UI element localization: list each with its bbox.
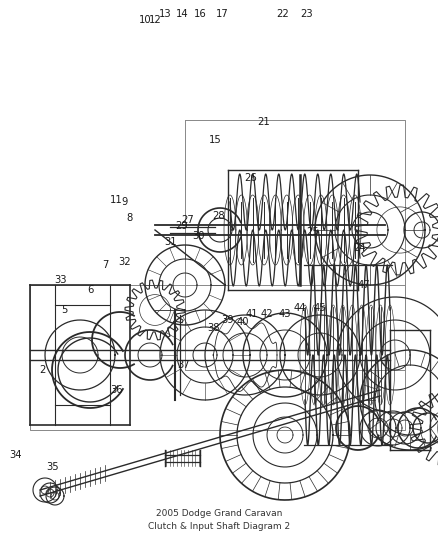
Text: 7: 7 (102, 260, 108, 270)
Text: 16: 16 (193, 9, 206, 19)
Text: 22: 22 (276, 9, 289, 19)
Text: 47: 47 (357, 280, 370, 290)
Text: 44: 44 (293, 303, 306, 313)
Text: 24: 24 (353, 243, 365, 253)
Text: 34: 34 (10, 450, 22, 460)
Text: 38: 38 (207, 323, 220, 333)
Text: 13: 13 (158, 9, 171, 19)
Text: 12: 12 (148, 15, 161, 25)
Text: 29: 29 (175, 221, 188, 231)
Text: 6: 6 (87, 285, 93, 295)
Text: 30: 30 (192, 231, 205, 241)
Text: 23: 23 (300, 9, 313, 19)
Text: 14: 14 (175, 9, 188, 19)
Text: 43: 43 (278, 309, 290, 319)
Text: 5: 5 (61, 305, 67, 315)
Text: 28: 28 (212, 211, 225, 221)
Text: 26: 26 (244, 173, 257, 183)
Text: 33: 33 (55, 275, 67, 285)
Text: 45: 45 (313, 303, 325, 313)
Text: 37: 37 (177, 360, 190, 370)
Text: 2005 Dodge Grand Caravan
Clutch & Input Shaft Diagram 2: 2005 Dodge Grand Caravan Clutch & Input … (148, 509, 290, 531)
Text: 32: 32 (118, 257, 131, 267)
Text: 39: 39 (221, 315, 234, 325)
Text: 36: 36 (110, 385, 123, 395)
Text: 9: 9 (121, 197, 128, 207)
Text: 27: 27 (181, 215, 194, 225)
Text: 11: 11 (110, 195, 122, 205)
Text: 17: 17 (215, 9, 228, 19)
Text: 35: 35 (46, 462, 59, 472)
Text: 31: 31 (164, 237, 177, 247)
Text: 40: 40 (236, 317, 249, 327)
Text: 25: 25 (306, 227, 319, 237)
Text: 42: 42 (260, 309, 273, 319)
Text: 8: 8 (127, 213, 133, 223)
Text: 15: 15 (208, 135, 221, 145)
Text: 2: 2 (39, 365, 45, 375)
Text: 41: 41 (245, 309, 258, 319)
Text: 10: 10 (138, 15, 151, 25)
Text: 21: 21 (257, 117, 270, 127)
